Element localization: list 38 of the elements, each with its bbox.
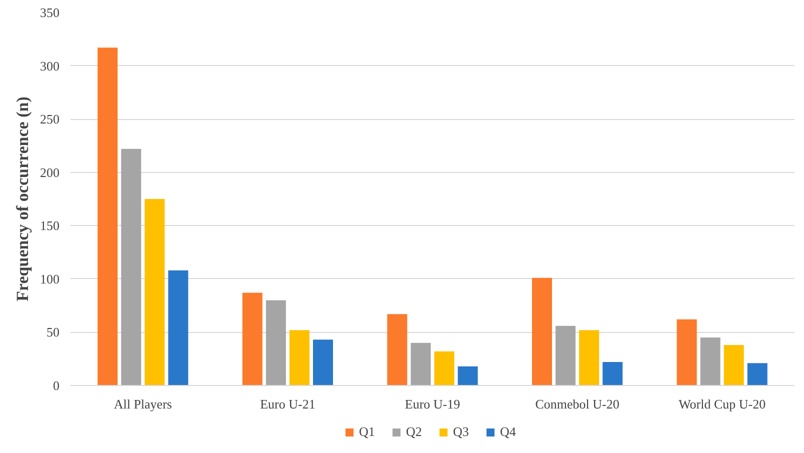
bar	[579, 330, 600, 386]
bar	[266, 300, 286, 386]
bar	[387, 314, 408, 386]
legend-label: Q3	[453, 424, 470, 440]
y-tick-label: 300	[40, 58, 60, 74]
bar	[242, 292, 262, 386]
y-tick-label: 200	[40, 164, 60, 180]
y-tick-label: 150	[40, 218, 60, 234]
bar	[121, 148, 142, 386]
y-axis-title: Frequency of occurrence (n)	[13, 96, 32, 302]
bar	[289, 330, 310, 386]
x-tick-label: All Players	[114, 396, 172, 412]
y-tick-label: 0	[53, 378, 60, 393]
bar	[556, 326, 576, 386]
legend-label: Q4	[500, 424, 517, 440]
y-tick-label: 350	[40, 5, 60, 20]
bar	[458, 366, 478, 386]
bar	[168, 270, 188, 386]
bar	[602, 362, 623, 386]
legend-label: Q1	[359, 424, 376, 440]
bar	[144, 199, 165, 386]
bar	[700, 338, 720, 386]
bar	[98, 48, 118, 386]
x-tick-label: Conmebol U-20	[535, 396, 620, 412]
y-tick-label: 250	[40, 112, 60, 127]
bar	[434, 351, 454, 386]
y-tick-label: 100	[40, 271, 60, 286]
bar	[410, 342, 431, 386]
bar	[312, 340, 333, 386]
x-tick-label: Euro U-19	[404, 396, 460, 412]
bar	[676, 319, 697, 386]
x-tick-label: World Cup U-20	[678, 396, 766, 412]
bar	[724, 345, 744, 386]
x-tick-label: Euro U-21	[260, 396, 316, 412]
legend-label: Q2	[406, 424, 423, 440]
bar	[532, 278, 552, 386]
bar	[747, 363, 768, 386]
y-tick-label: 50	[46, 324, 60, 340]
